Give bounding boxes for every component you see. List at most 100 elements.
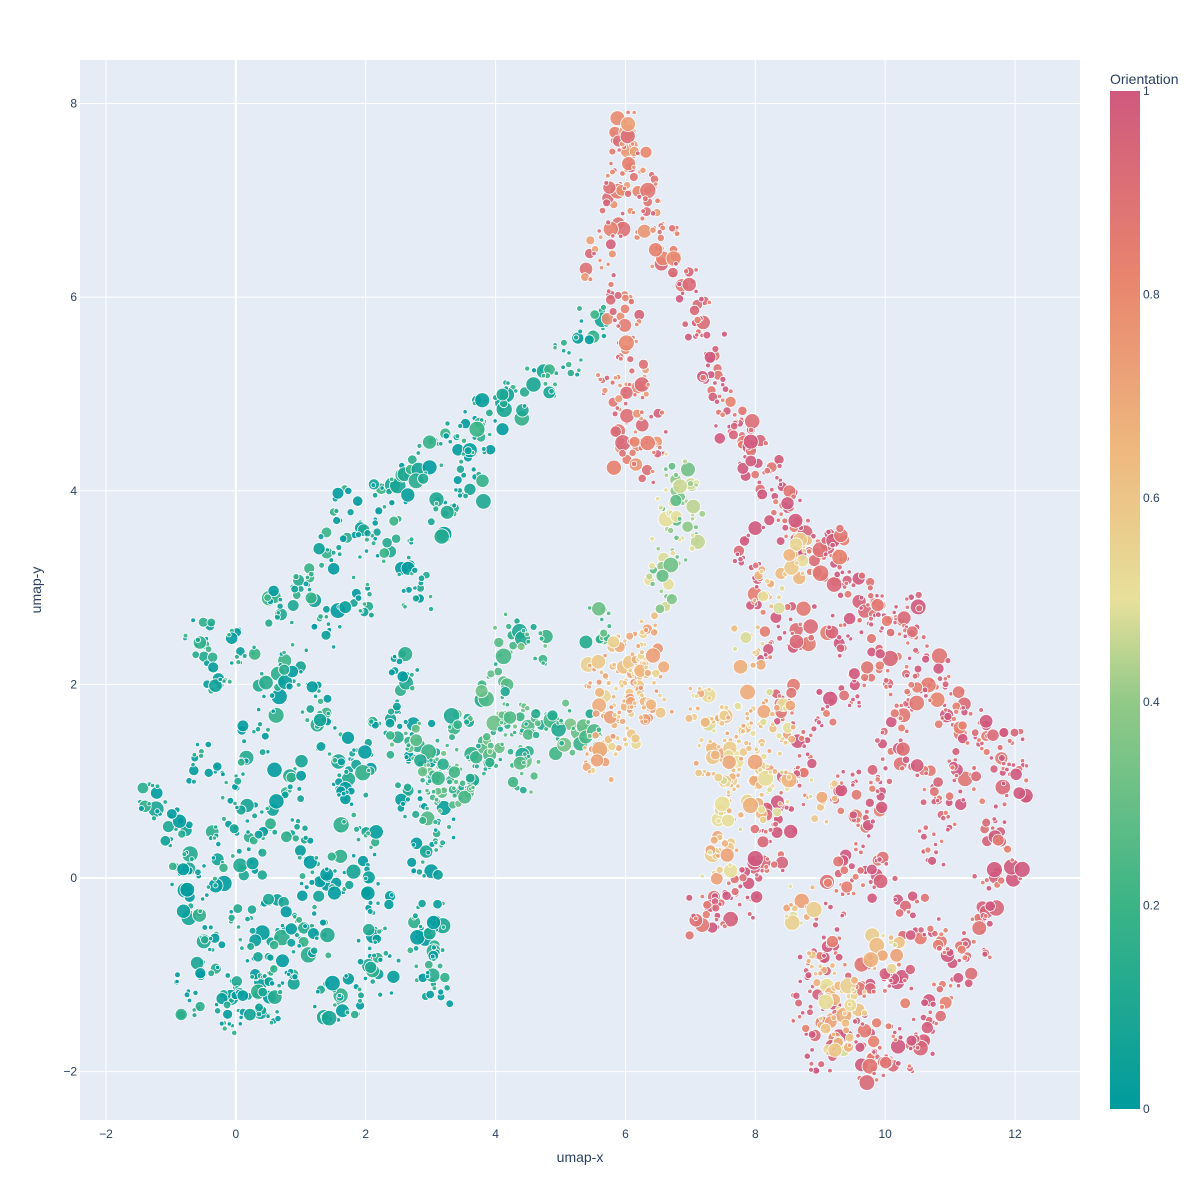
scatter-point bbox=[595, 372, 601, 379]
scatter-point bbox=[866, 764, 879, 776]
scatter-point bbox=[760, 524, 767, 531]
scatter-point bbox=[806, 758, 818, 770]
scatter-point bbox=[776, 594, 782, 601]
scatter-point bbox=[323, 614, 329, 620]
scatter-point bbox=[414, 667, 420, 673]
scatter-point bbox=[416, 766, 429, 778]
scatter-point bbox=[226, 632, 232, 638]
scatter-point bbox=[687, 480, 694, 488]
scatter-point bbox=[312, 693, 319, 699]
scatter-point bbox=[285, 682, 294, 691]
scatter-point bbox=[268, 980, 276, 987]
scatter-point bbox=[944, 657, 952, 664]
scatter-point bbox=[540, 660, 546, 666]
scatter-point bbox=[424, 805, 430, 812]
scatter-point bbox=[298, 669, 304, 675]
scatter-point bbox=[746, 753, 764, 771]
scatter-point bbox=[598, 206, 607, 215]
scatter-point bbox=[833, 926, 841, 933]
scatter-point bbox=[278, 663, 291, 676]
scatter-point bbox=[811, 564, 830, 582]
scatter-point bbox=[294, 844, 307, 857]
scatter-point bbox=[363, 529, 372, 538]
scatter-point bbox=[524, 631, 530, 638]
scatter-point bbox=[445, 999, 454, 1008]
scatter-point bbox=[137, 805, 145, 812]
scatter-point bbox=[317, 613, 324, 620]
scatter-point bbox=[847, 862, 856, 871]
scatter-point bbox=[657, 660, 671, 674]
scatter-point bbox=[312, 889, 326, 903]
scatter-point bbox=[246, 904, 258, 915]
scatter-point bbox=[753, 746, 759, 752]
scatter-point bbox=[702, 900, 712, 910]
scatter-point bbox=[952, 972, 965, 984]
scatter-point bbox=[360, 885, 376, 901]
scatter-point bbox=[672, 478, 688, 494]
scatter-point bbox=[355, 938, 362, 944]
scatter-point bbox=[860, 1009, 869, 1017]
scatter-point bbox=[905, 1034, 918, 1047]
scatter-point bbox=[607, 249, 617, 259]
scatter-point bbox=[1006, 738, 1013, 744]
scatter-point bbox=[880, 614, 893, 627]
scatter-point bbox=[1009, 857, 1015, 863]
scatter-point bbox=[800, 729, 807, 735]
scatter-point bbox=[756, 488, 768, 501]
scatter-point bbox=[783, 533, 789, 539]
scatter-point bbox=[375, 881, 381, 887]
scatter-point bbox=[619, 683, 625, 689]
scatter-point bbox=[838, 780, 845, 786]
scatter-point bbox=[218, 862, 229, 873]
scatter-point bbox=[839, 891, 846, 897]
scatter-point bbox=[617, 382, 623, 389]
scatter-point bbox=[711, 903, 721, 913]
scatter-point bbox=[825, 528, 832, 536]
scatter-point bbox=[453, 778, 460, 785]
scatter-point bbox=[663, 487, 669, 493]
scatter-point bbox=[221, 816, 227, 822]
scatter-point bbox=[586, 769, 593, 775]
scatter-point bbox=[532, 655, 538, 662]
scatter-point bbox=[433, 528, 450, 545]
scatter-point bbox=[235, 646, 246, 657]
scatter-point bbox=[276, 602, 284, 610]
scatter-point bbox=[354, 531, 362, 539]
scatter-point bbox=[640, 704, 647, 711]
scatter-point bbox=[492, 624, 498, 631]
scatter-point bbox=[812, 978, 822, 987]
scatter-point bbox=[384, 718, 396, 729]
scatter-point bbox=[787, 512, 804, 529]
scatter-point bbox=[766, 786, 773, 793]
scatter-point bbox=[851, 890, 857, 897]
scatter-point bbox=[835, 773, 841, 779]
scatter-point bbox=[628, 704, 635, 710]
scatter-point bbox=[860, 660, 875, 675]
scatter-point bbox=[493, 661, 499, 667]
scatter-point bbox=[383, 899, 395, 911]
scatter-point bbox=[493, 666, 504, 677]
scatter-point bbox=[344, 486, 353, 495]
scatter-point bbox=[1012, 786, 1027, 800]
scatter-point bbox=[397, 646, 414, 662]
scatter-point bbox=[615, 323, 621, 329]
scatter-point bbox=[649, 210, 657, 217]
scatter-point bbox=[154, 783, 161, 790]
scatter-point bbox=[892, 896, 898, 903]
scatter-point bbox=[190, 762, 196, 768]
scatter-point bbox=[418, 816, 428, 825]
scatter-point bbox=[943, 707, 949, 713]
scatter-point bbox=[400, 487, 416, 503]
scatter-point bbox=[822, 551, 829, 558]
scatter-point bbox=[395, 957, 402, 964]
scatter-point bbox=[765, 688, 774, 697]
scatter-point bbox=[295, 769, 307, 782]
scatter-point bbox=[853, 1039, 859, 1045]
scatter-point bbox=[826, 624, 832, 630]
scatter-point bbox=[531, 730, 541, 740]
colorbar-tick-label: 0.2 bbox=[1143, 898, 1160, 912]
scatter-point bbox=[921, 686, 929, 694]
scatter-point bbox=[712, 380, 718, 386]
scatter-point bbox=[927, 1009, 933, 1015]
scatter-point bbox=[249, 974, 255, 980]
